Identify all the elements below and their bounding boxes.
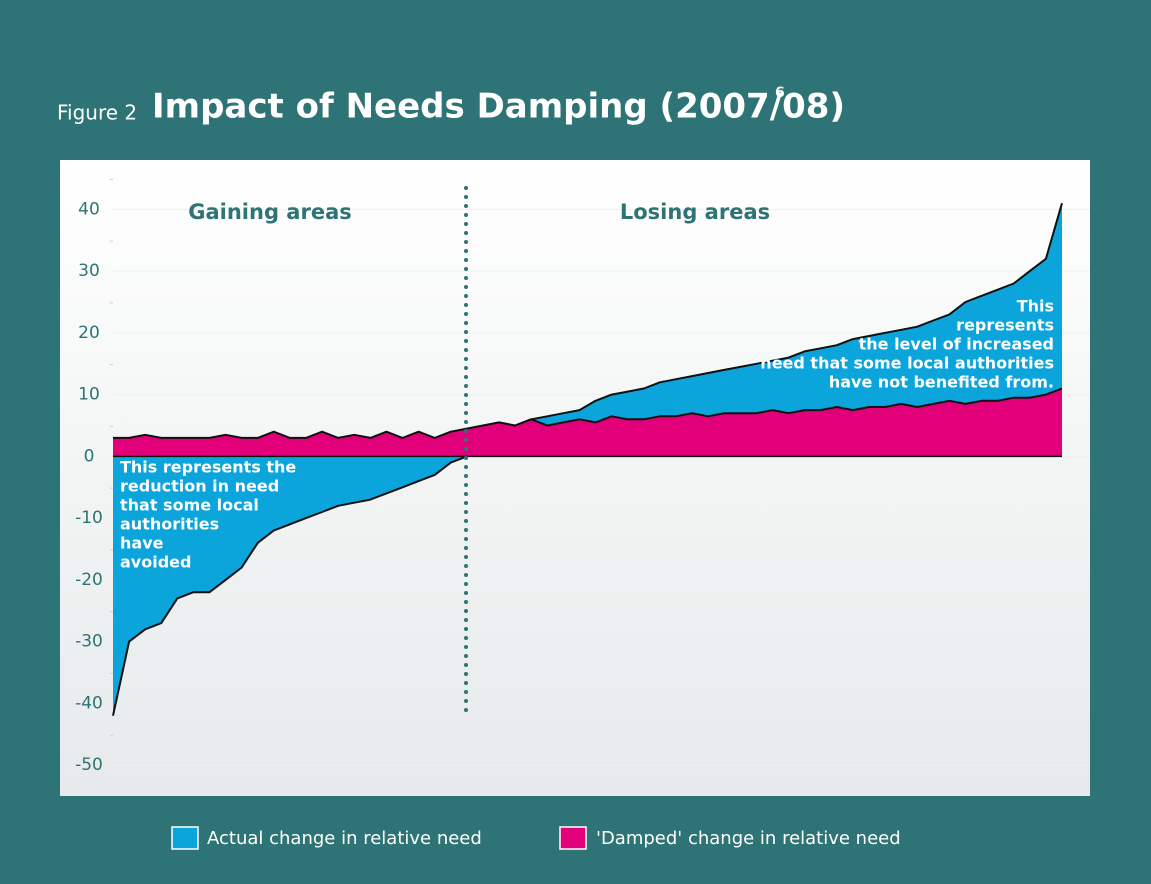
y-tick-label: -50 <box>75 755 103 775</box>
y-tick-label: -30 <box>75 632 103 652</box>
annotation: reduction in need <box>120 477 279 496</box>
annotation: authorities <box>120 515 219 534</box>
y-tick-label: -10 <box>75 508 103 528</box>
annotation: This <box>1017 297 1054 316</box>
annotation: have <box>120 534 164 553</box>
area-line <box>113 387 1063 439</box>
y-tick-label: 40 <box>78 199 100 219</box>
annotation: avoided <box>120 553 191 572</box>
annotation: represents <box>956 316 1054 335</box>
area-fill <box>113 388 1062 457</box>
annotation: This represents the <box>120 458 296 477</box>
region-label: Gaining areas <box>188 200 352 224</box>
area-fill <box>113 203 1062 716</box>
annotation: the level of increased <box>859 335 1054 354</box>
y-tick-label: 20 <box>78 323 100 343</box>
y-tick-label: -20 <box>75 570 103 590</box>
legend-label: Actual change in relative need <box>207 828 482 849</box>
y-tick-label: -40 <box>75 693 103 713</box>
annotation: need that some local authorities <box>760 354 1054 373</box>
y-tick-label: 10 <box>78 385 100 405</box>
region-label: Losing areas <box>620 200 770 224</box>
plot: 40 30 20 10 0 -10 -20 -30 -40 -50 Gaining areas Los… <box>75 178 1090 775</box>
chart-title: Impact of Needs Damping (2007/08) <box>152 87 845 127</box>
figure-label: Figure 2 <box>57 101 137 125</box>
y-axis-label: % change in relative need <box>28 367 48 589</box>
y-tick-label: 30 <box>78 261 100 281</box>
legend-swatch <box>171 826 199 850</box>
legend-swatch <box>559 826 587 850</box>
y-tick-label: 0 <box>84 446 95 466</box>
area-line <box>112 202 1063 716</box>
legend-label: 'Damped' change in relative need <box>596 828 901 849</box>
annotation: that some local <box>120 496 259 515</box>
title-note: 6 <box>775 85 785 101</box>
annotation: have not benefited from. <box>829 373 1054 392</box>
